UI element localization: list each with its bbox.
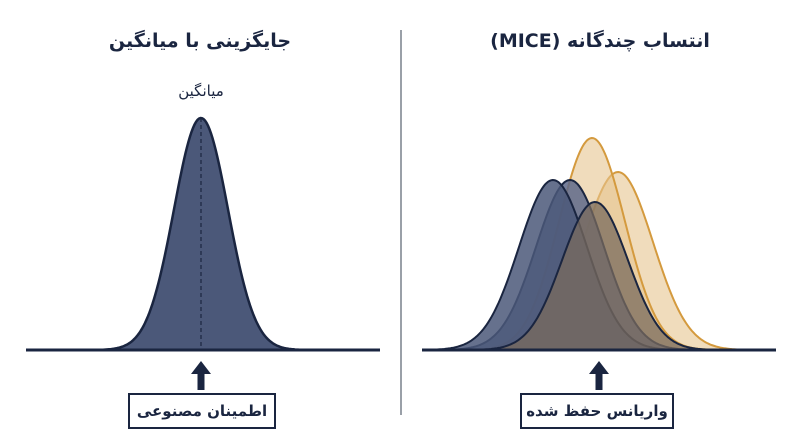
right-panel-title: انتساب چندگانه (MICE) [490, 30, 710, 52]
arrows [191, 361, 609, 390]
left-panel-title: جایگزینی با میانگین [108, 30, 292, 52]
right-arrow-head [589, 361, 609, 374]
left-arrow-head [191, 361, 211, 374]
imputation-curve-center-fill [422, 202, 775, 350]
variance-preserved-label: واریانس حفظ شده [520, 393, 674, 429]
mean-label: میانگین [178, 82, 224, 100]
mean-distribution-fill [28, 118, 378, 350]
left-plot [26, 116, 380, 352]
right-plot [422, 136, 776, 352]
panel-divider [400, 30, 402, 415]
artificial-confidence-label: اطمینان مصنوعی [128, 393, 276, 429]
imputation-curve-navy-left-fill [422, 180, 775, 350]
right-arrow-shaft [595, 372, 603, 390]
left-arrow-shaft [197, 372, 205, 390]
